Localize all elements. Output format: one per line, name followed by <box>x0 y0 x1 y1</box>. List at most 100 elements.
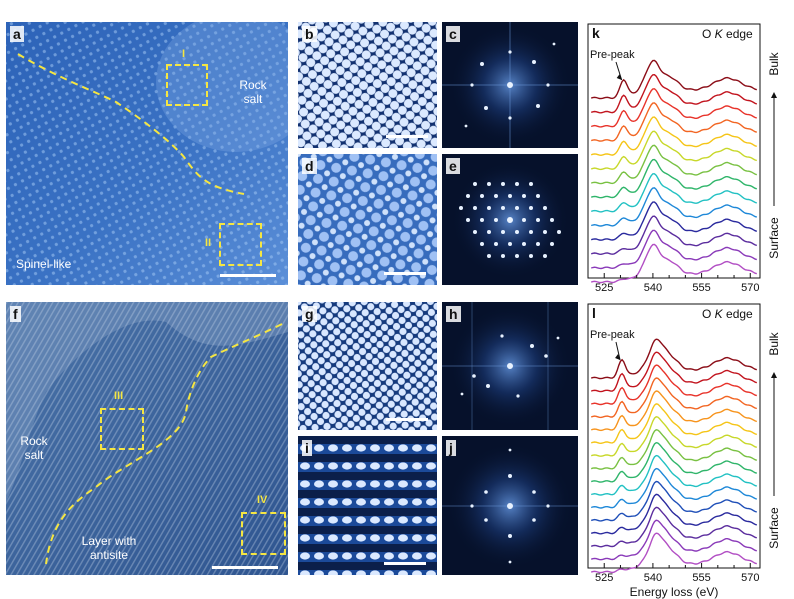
spectrum-line-l <box>591 403 757 445</box>
spectrum-line-k <box>591 73 757 114</box>
scale-bar-d <box>384 272 426 275</box>
spectrum-line-l <box>591 480 757 522</box>
box-label-i: I <box>182 48 186 60</box>
fft-spot <box>515 254 519 258</box>
fft-spot <box>480 242 484 246</box>
fft-spot <box>494 242 498 246</box>
region-rock-salt-f: Rock salt <box>20 434 48 462</box>
chart-k-o-k-edge: k O K edge Pre-peak 525 540 555 570 Bulk Surface <box>587 23 781 294</box>
box-label-iii: III <box>114 390 124 402</box>
fft-spot <box>515 206 519 210</box>
panel-label-j: j <box>446 440 456 456</box>
spectrum-line-l <box>590 429 758 470</box>
side-label-surface-k: Surface <box>767 217 781 259</box>
panel-j-fft: j <box>442 436 578 575</box>
fft-spot <box>487 182 491 186</box>
spectrum-line-k <box>590 144 758 185</box>
fft-spot <box>550 218 554 222</box>
scale-bar-i <box>384 562 426 565</box>
panel-label-e: e <box>446 158 460 174</box>
fft-spot <box>480 218 484 222</box>
spectrum-line-k <box>591 59 757 100</box>
pre-peak-arrowhead-k <box>616 74 622 80</box>
fft-spot <box>473 206 477 210</box>
side-label-bulk-l: Bulk <box>767 331 781 355</box>
fft-spot <box>508 242 512 246</box>
fft-spot <box>515 182 519 186</box>
panel-label-i: i <box>302 440 312 456</box>
scale-bar-b <box>386 135 428 138</box>
panel-label-g: g <box>302 306 317 322</box>
fft-spot <box>487 230 491 234</box>
fft-spot <box>507 217 513 223</box>
panel-g-hrtem: g <box>298 302 437 430</box>
fft-spot <box>473 182 477 186</box>
chart-l-o-k-edge: l O K edge Pre-peak 525 540 555 570 Energy loss… <box>587 303 781 599</box>
fft-spot <box>529 254 533 258</box>
box-region-iii <box>100 408 144 450</box>
fft-spot <box>466 218 470 222</box>
x-tick-label-l: 525 <box>595 572 613 584</box>
pre-peak-arrow-k <box>615 61 623 81</box>
fft-spot <box>501 254 505 258</box>
fft-spot <box>501 182 505 186</box>
fft-spot <box>543 230 547 234</box>
side-arrowhead-l <box>771 372 777 378</box>
spectrum-line-l <box>591 441 757 483</box>
panel-label-l: l <box>592 305 596 321</box>
x-tick-label-k: 570 <box>741 282 759 294</box>
panel-g-image <box>298 302 437 430</box>
fft-spot <box>466 194 470 198</box>
boundary-line-a <box>17 53 245 195</box>
panel-a-hrtem: a Rock salt Spinel-like I II <box>6 22 288 285</box>
scale-bar-f <box>212 566 278 569</box>
spectrum-line-l <box>591 338 757 380</box>
spectrum-line-k <box>591 130 757 171</box>
pre-peak-label-k: Pre-peak <box>590 49 635 61</box>
scale-bar-g <box>386 418 428 421</box>
fft-spot <box>487 254 491 258</box>
panel-h-fft: h <box>442 302 578 430</box>
spectrum-line-l <box>590 467 758 509</box>
spectrum-line-k <box>591 215 757 256</box>
fft-spot <box>459 206 463 210</box>
x-tick-label-k: 555 <box>692 282 710 294</box>
panel-a-image <box>6 22 288 285</box>
fft-spot <box>522 218 526 222</box>
fft-spot <box>536 194 540 198</box>
box-region-i <box>166 64 208 106</box>
x-tick-label-l: 555 <box>692 572 710 584</box>
fft-spot <box>536 218 540 222</box>
pre-peak-arrow-l <box>615 341 621 361</box>
region-layer-antisite: Layer with antisite <box>81 534 137 562</box>
fft-spot <box>508 194 512 198</box>
fft-spot <box>529 230 533 234</box>
box-region-ii <box>219 223 262 266</box>
fft-spot <box>529 206 533 210</box>
panel-c-image <box>442 22 578 148</box>
spectrum-line-l <box>591 416 757 457</box>
spectrum-line-l <box>591 364 757 406</box>
boundary-line-f <box>45 323 283 565</box>
spectrum-line-k <box>591 243 757 284</box>
fft-spot <box>494 218 498 222</box>
panel-i-image <box>298 436 437 575</box>
fft-spot <box>480 194 484 198</box>
region-spinel-like: Spinel-like <box>16 257 72 271</box>
box-label-ii: II <box>205 237 212 249</box>
panel-i-hrtem: i <box>298 436 437 575</box>
fft-spot <box>529 182 533 186</box>
spectrum-line-k <box>590 88 757 128</box>
panel-b-image <box>298 22 437 148</box>
fft-spot <box>501 206 505 210</box>
x-axis-label-l: Energy loss (eV) <box>630 585 719 599</box>
spectrum-line-l <box>591 532 757 574</box>
fft-spot <box>473 230 477 234</box>
chart-title-l: O K edge <box>702 307 753 321</box>
fft-spot <box>522 194 526 198</box>
spectrum-line-l <box>590 390 758 432</box>
spectrum-line-k <box>591 229 757 270</box>
fft-spot <box>543 254 547 258</box>
region-rock-salt-a: Rock salt <box>239 78 267 106</box>
side-arrowhead-k <box>771 92 777 98</box>
